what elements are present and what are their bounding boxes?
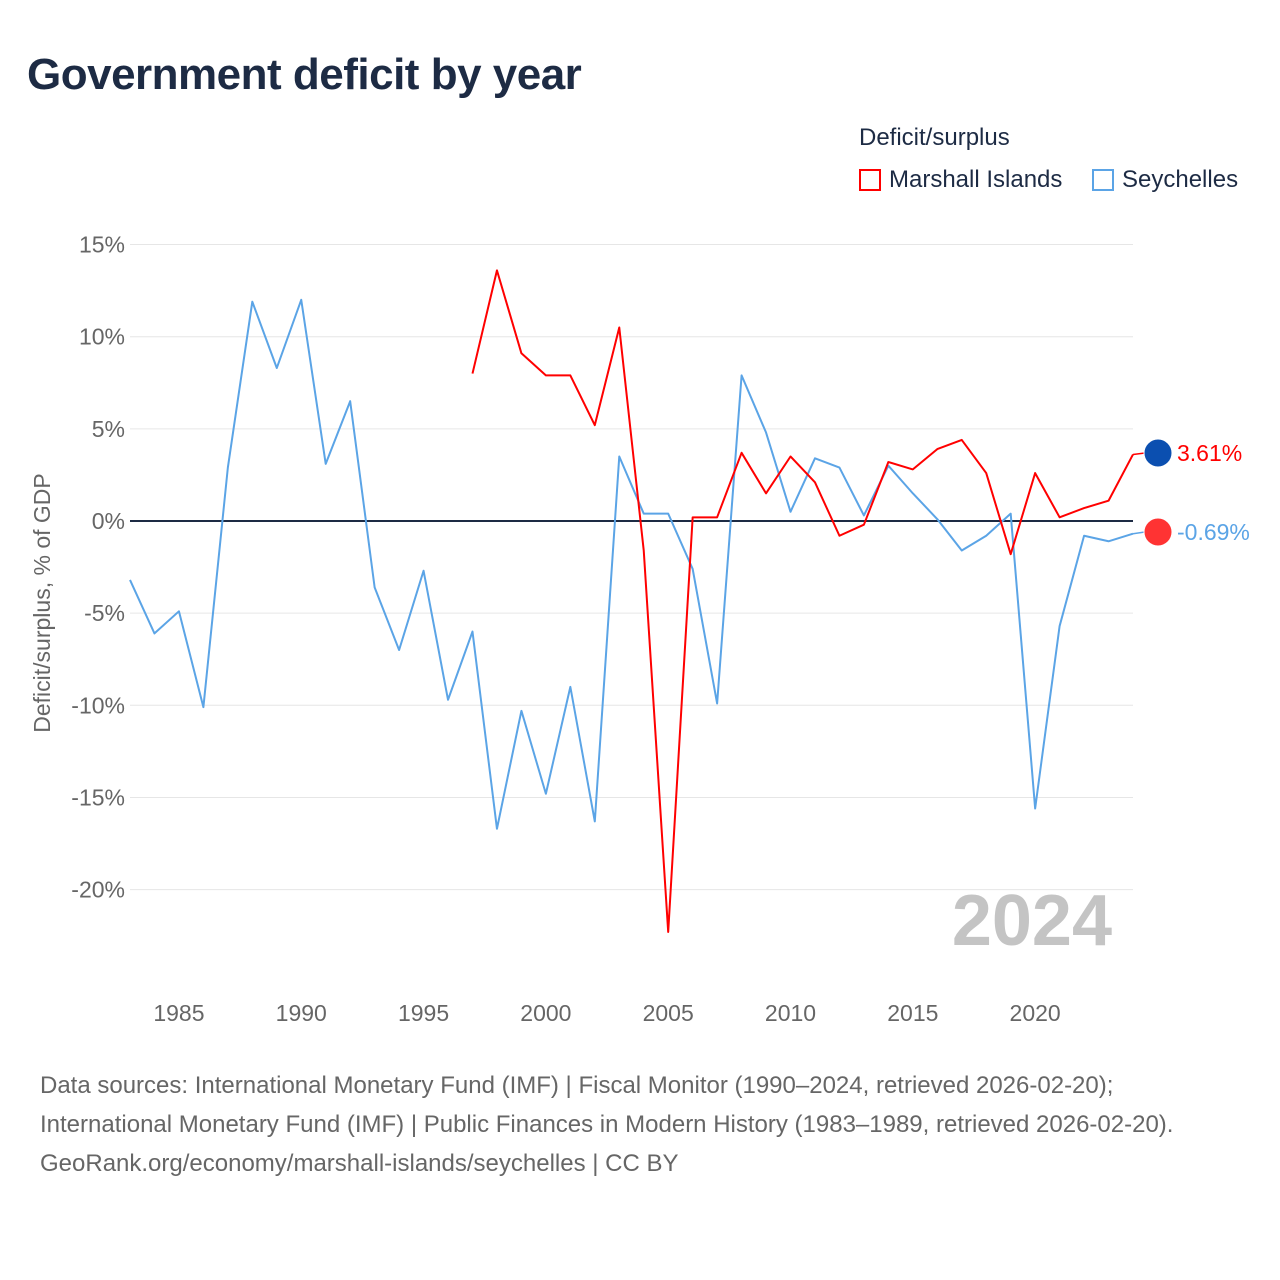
- legend-label: Seychelles: [1122, 166, 1239, 193]
- sources-text: Data sources: International Monetary Fun…: [40, 1072, 1174, 1138]
- y-tick-label: 15%: [79, 232, 125, 258]
- y-tick-label: -5%: [84, 600, 125, 626]
- year-watermark: 2024: [952, 881, 1112, 961]
- y-tick-label: 0%: [92, 508, 125, 534]
- legend-item-seychelles[interactable]: Seychelles: [1092, 166, 1238, 194]
- y-tick-label: -20%: [71, 877, 125, 903]
- label-connector: [1132, 452, 1146, 456]
- x-tick-label: 2000: [520, 1000, 571, 1026]
- series-line-seychelles: [129, 298, 1134, 830]
- y-tick-label: -10%: [71, 692, 125, 718]
- y-tick-label: 10%: [79, 324, 125, 350]
- legend-item-marshall-islands[interactable]: Marshall Islands: [859, 166, 1062, 194]
- x-tick-label: 2015: [887, 1000, 938, 1026]
- legend-swatch: [1092, 169, 1114, 191]
- marshall-islands-flag-icon: [1143, 438, 1173, 468]
- attribution-link[interactable]: GeoRank.org/economy/marshall-islands/sey…: [40, 1150, 679, 1177]
- label-connector: [1132, 531, 1146, 535]
- x-tick-label: 1985: [153, 1000, 204, 1026]
- legend-label: Marshall Islands: [889, 166, 1063, 193]
- sources-note: Data sources: International Monetary Fun…: [40, 1066, 1240, 1183]
- series-line-marshall-islands: [471, 269, 1134, 933]
- y-tick-label: -15%: [71, 784, 125, 810]
- x-tick-label: 2010: [765, 1000, 816, 1026]
- x-tick-label: 1990: [276, 1000, 327, 1026]
- chart-title: Government deficit by year: [27, 50, 582, 99]
- legend-swatch: [859, 169, 881, 191]
- y-axis-label: Deficit/surplus, % of GDP: [29, 473, 55, 732]
- end-value-label: 3.61%: [1177, 440, 1242, 466]
- x-tick-label: 2020: [1010, 1000, 1061, 1026]
- end-value-label: -0.69%: [1177, 519, 1250, 545]
- legend-title: Deficit/surplus: [859, 124, 1010, 151]
- x-tick-label: 2005: [643, 1000, 694, 1026]
- seychelles-flag-icon: [1143, 517, 1173, 547]
- y-tick-label: 5%: [92, 416, 125, 442]
- x-tick-label: 1995: [398, 1000, 449, 1026]
